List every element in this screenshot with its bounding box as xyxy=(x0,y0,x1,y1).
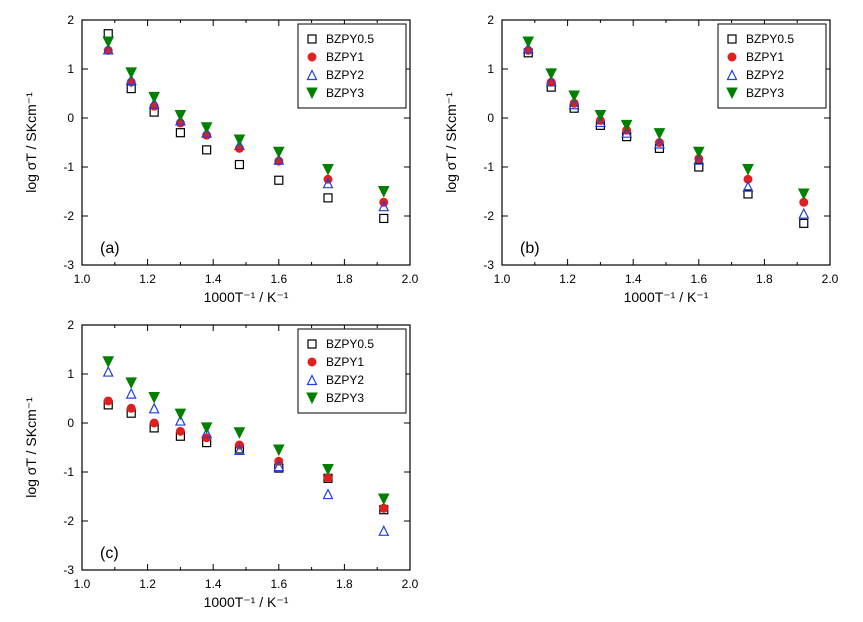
svg-text:BZPY0.5: BZPY0.5 xyxy=(326,32,374,46)
svg-text:2.0: 2.0 xyxy=(822,272,839,286)
svg-text:-1: -1 xyxy=(63,160,74,174)
svg-text:log σT / SKcm⁻¹: log σT / SKcm⁻¹ xyxy=(23,397,39,498)
svg-text:2: 2 xyxy=(487,13,494,27)
svg-text:log σT / SKcm⁻¹: log σT / SKcm⁻¹ xyxy=(443,92,459,193)
svg-text:1.8: 1.8 xyxy=(336,272,353,286)
svg-text:BZPY1: BZPY1 xyxy=(326,355,364,369)
svg-text:1.0: 1.0 xyxy=(494,272,511,286)
svg-text:1.4: 1.4 xyxy=(625,272,642,286)
svg-text:BZPY3: BZPY3 xyxy=(326,86,364,100)
svg-text:1.2: 1.2 xyxy=(139,272,156,286)
svg-text:1.2: 1.2 xyxy=(559,272,576,286)
svg-text:0: 0 xyxy=(67,111,74,125)
svg-text:-1: -1 xyxy=(63,465,74,479)
svg-text:1.6: 1.6 xyxy=(270,577,287,591)
svg-text:BZPY2: BZPY2 xyxy=(326,373,364,387)
svg-text:BZPY3: BZPY3 xyxy=(326,391,364,405)
svg-text:1.4: 1.4 xyxy=(205,577,222,591)
svg-text:1: 1 xyxy=(67,367,74,381)
svg-text:1: 1 xyxy=(67,62,74,76)
svg-text:BZPY1: BZPY1 xyxy=(326,50,364,64)
svg-text:-2: -2 xyxy=(63,514,74,528)
svg-text:(c): (c) xyxy=(100,545,119,562)
svg-text:1.0: 1.0 xyxy=(74,577,91,591)
svg-text:log σT / SKcm⁻¹: log σT / SKcm⁻¹ xyxy=(23,92,39,193)
svg-text:-2: -2 xyxy=(63,209,74,223)
svg-text:1.6: 1.6 xyxy=(690,272,707,286)
svg-text:0: 0 xyxy=(487,111,494,125)
svg-text:1000T⁻¹ / K⁻¹: 1000T⁻¹ / K⁻¹ xyxy=(204,594,289,610)
svg-text:-2: -2 xyxy=(483,209,494,223)
svg-text:1000T⁻¹ / K⁻¹: 1000T⁻¹ / K⁻¹ xyxy=(204,289,289,305)
svg-text:BZPY0.5: BZPY0.5 xyxy=(746,32,794,46)
svg-text:1: 1 xyxy=(487,62,494,76)
svg-text:(b): (b) xyxy=(520,240,540,257)
svg-text:-1: -1 xyxy=(483,160,494,174)
svg-text:2: 2 xyxy=(67,318,74,332)
svg-text:0: 0 xyxy=(67,416,74,430)
svg-text:2.0: 2.0 xyxy=(402,577,419,591)
svg-text:BZPY1: BZPY1 xyxy=(746,50,784,64)
svg-text:1.8: 1.8 xyxy=(336,577,353,591)
svg-text:-3: -3 xyxy=(63,258,74,272)
svg-text:1.4: 1.4 xyxy=(205,272,222,286)
svg-text:1.0: 1.0 xyxy=(74,272,91,286)
svg-text:BZPY2: BZPY2 xyxy=(326,68,364,82)
svg-text:-3: -3 xyxy=(63,563,74,577)
svg-text:1.2: 1.2 xyxy=(139,577,156,591)
svg-text:2: 2 xyxy=(67,13,74,27)
svg-text:2.0: 2.0 xyxy=(402,272,419,286)
panel-a: 1.0 1.2 1.4 1.6 1.8 2.0 -3 -2 -1 0 1 2 1000T⁻¹ / K⁻¹… xyxy=(20,10,420,310)
svg-text:BZPY2: BZPY2 xyxy=(746,68,784,82)
svg-text:1.6: 1.6 xyxy=(270,272,287,286)
svg-text:(a): (a) xyxy=(100,240,120,257)
svg-text:1.8: 1.8 xyxy=(756,272,773,286)
svg-text:BZPY3: BZPY3 xyxy=(746,86,784,100)
panel-c: 1.0 1.2 1.4 1.6 1.8 2.0 -3 -2 -1 0 1 2 1000T⁻¹ / K⁻¹… xyxy=(20,315,420,615)
svg-text:BZPY0.5: BZPY0.5 xyxy=(326,337,374,351)
svg-text:1000T⁻¹ / K⁻¹: 1000T⁻¹ / K⁻¹ xyxy=(624,289,709,305)
figure-grid: 1.0 1.2 1.4 1.6 1.8 2.0 -3 -2 -1 0 1 2 1000T⁻¹ / K⁻¹… xyxy=(0,0,863,622)
panel-b: 1.0 1.2 1.4 1.6 1.8 2.0 -3 -2 -1 0 1 2 1000T⁻¹ / K⁻¹… xyxy=(440,10,840,310)
svg-text:-3: -3 xyxy=(483,258,494,272)
